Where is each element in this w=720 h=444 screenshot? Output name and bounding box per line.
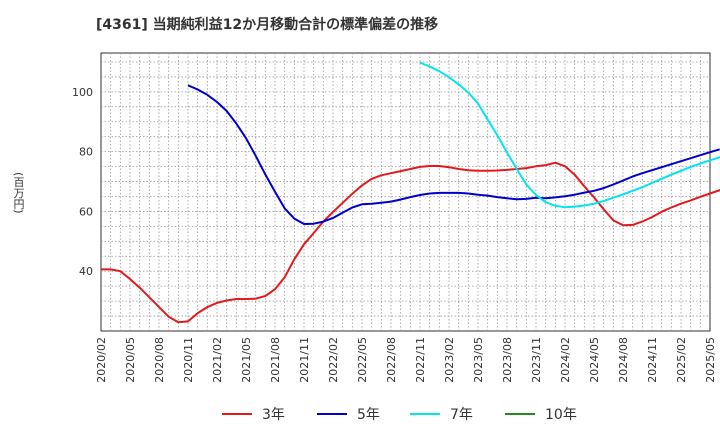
y-tick-label: 80 — [79, 146, 93, 159]
x-tick-label: 2021/11 — [298, 337, 311, 383]
x-tick-label: 2020/11 — [182, 337, 195, 383]
y-tick-label: 40 — [79, 265, 93, 278]
x-tick-label: 2025/02 — [675, 337, 688, 383]
legend-label: 5年 — [357, 407, 380, 423]
series-line — [419, 61, 720, 209]
y-axis-label: (百万円) — [12, 172, 25, 214]
x-tick-label: 2022/05 — [356, 337, 369, 383]
x-tick-label: 2021/08 — [269, 337, 282, 383]
x-tick-label: 2023/08 — [501, 337, 514, 383]
x-tick-label: 2020/05 — [124, 337, 137, 383]
x-tick-label: 2025/05 — [704, 337, 717, 383]
plot-area — [100, 52, 711, 332]
y-tick-label: 60 — [79, 205, 93, 218]
x-tick-label: 2020/08 — [153, 337, 166, 383]
x-tick-label: 2023/05 — [472, 337, 485, 383]
legend-label: 7年 — [450, 407, 473, 423]
chart-title: [4361] 当期純利益12か月移動合計の標準偏差の推移 — [96, 17, 439, 33]
x-tick-label: 2024/05 — [588, 337, 601, 383]
series-line — [101, 161, 720, 324]
x-tick-label: 2024/02 — [559, 337, 572, 383]
x-tick-label: 2020/02 — [95, 337, 108, 383]
x-tick-label: 2021/02 — [211, 337, 224, 383]
legend-label: 10年 — [545, 407, 577, 423]
legend-label: 3年 — [262, 407, 285, 423]
x-tick-label: 2024/11 — [646, 337, 659, 383]
x-tick-label: 2021/05 — [240, 337, 253, 383]
y-tick-label: 100 — [72, 86, 93, 99]
x-tick-label: 2022/11 — [414, 337, 427, 383]
x-tick-label: 2023/11 — [530, 337, 543, 383]
x-tick-label: 2023/02 — [443, 337, 456, 383]
series-line — [187, 84, 720, 225]
x-tick-label: 2022/08 — [385, 337, 398, 383]
x-tick-label: 2022/02 — [327, 337, 340, 383]
x-tick-label: 2024/08 — [617, 337, 630, 383]
